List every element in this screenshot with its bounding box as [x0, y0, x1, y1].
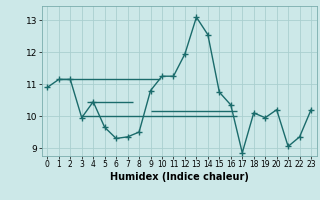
X-axis label: Humidex (Indice chaleur): Humidex (Indice chaleur) [110, 172, 249, 182]
